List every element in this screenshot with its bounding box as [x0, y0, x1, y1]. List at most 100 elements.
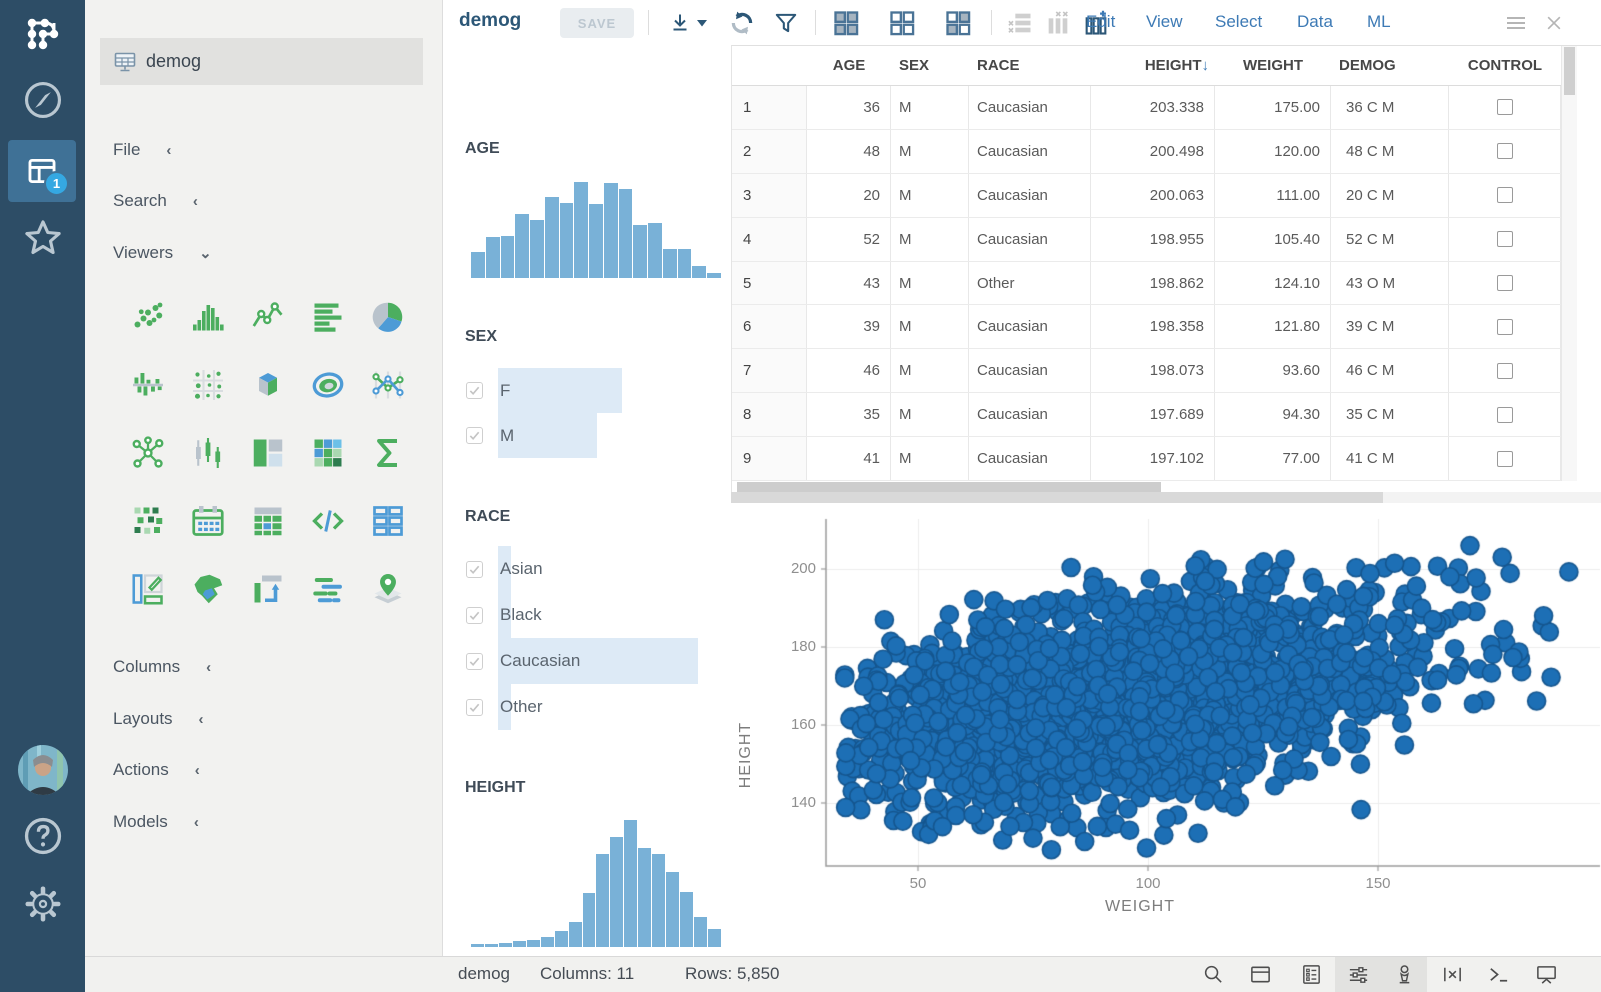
- scrollbar-thumb[interactable]: [737, 482, 1161, 492]
- control-checkbox[interactable]: [1496, 406, 1513, 423]
- control-checkbox[interactable]: [1496, 362, 1513, 379]
- race-option-caucasian[interactable]: Caucasian: [443, 638, 731, 684]
- histogram-bar[interactable]: [624, 820, 638, 947]
- histogram-bar[interactable]: [633, 225, 648, 278]
- age-histogram[interactable]: [471, 180, 721, 278]
- viewer-density-plot-button[interactable]: [309, 366, 347, 404]
- race-checkbox-other[interactable]: [466, 698, 483, 716]
- panel-splitter[interactable]: [731, 492, 1601, 503]
- histogram-bar[interactable]: [582, 893, 596, 947]
- layout-grid-filled-button[interactable]: [831, 8, 861, 38]
- section-viewers[interactable]: Viewers ⌄: [113, 243, 212, 263]
- column-header-demog[interactable]: DEMOG: [1331, 46, 1449, 85]
- histogram-bar[interactable]: [680, 892, 693, 947]
- histogram-bar[interactable]: [648, 223, 662, 278]
- race-checkbox-black[interactable]: [466, 606, 483, 624]
- histogram-bar[interactable]: [515, 214, 530, 278]
- histogram-bar[interactable]: [638, 848, 652, 947]
- race-option-black[interactable]: Black: [443, 592, 731, 638]
- viewer-grid-button[interactable]: [249, 502, 287, 540]
- search-button[interactable]: [1190, 957, 1236, 992]
- histogram-bar[interactable]: [526, 940, 540, 947]
- presentation-button[interactable]: [1523, 957, 1569, 992]
- viewer-tile-viewer-button[interactable]: [369, 502, 407, 540]
- section-models[interactable]: Models ‹: [113, 812, 199, 832]
- section-search[interactable]: Search ‹: [113, 191, 198, 211]
- histogram-bar[interactable]: [692, 266, 707, 278]
- menu-select[interactable]: Select: [1215, 12, 1263, 31]
- control-checkbox[interactable]: [1496, 231, 1513, 248]
- help-button[interactable]: [0, 814, 85, 858]
- viewer-pivot-table-button[interactable]: [249, 570, 287, 608]
- splitter-thumb[interactable]: [731, 492, 1383, 503]
- histogram-bar[interactable]: [540, 937, 554, 947]
- control-checkbox[interactable]: [1496, 318, 1513, 335]
- viewer-pc-plot-button[interactable]: [369, 366, 407, 404]
- menu-data[interactable]: Data: [1297, 12, 1333, 31]
- table-row[interactable]: 5 43 M Other 198.862 124.10 43 O M: [732, 261, 1577, 306]
- status-table-name[interactable]: demog: [458, 964, 510, 983]
- table-row[interactable]: 6 39 M Caucasian 198.358 121.80 39 C M: [732, 305, 1577, 350]
- remove-columns-button[interactable]: [1043, 8, 1073, 38]
- viewer-statistics-button[interactable]: [369, 434, 407, 472]
- histogram-bar[interactable]: [574, 182, 589, 278]
- height-histogram[interactable]: [471, 818, 721, 947]
- table-row[interactable]: 8 35 M Caucasian 197.689 94.30 35 C M: [732, 393, 1577, 438]
- sync-button[interactable]: [727, 8, 757, 38]
- viewer-tree-map-button[interactable]: [249, 434, 287, 472]
- sex-checkbox-f[interactable]: [466, 382, 483, 399]
- sex-option-m[interactable]: M: [443, 413, 731, 458]
- histogram-bar[interactable]: [500, 236, 515, 278]
- user-profile-button[interactable]: [0, 744, 85, 796]
- menu-ml[interactable]: ML: [1367, 12, 1391, 31]
- histogram-bar[interactable]: [559, 203, 574, 278]
- sex-checkbox-m[interactable]: [466, 427, 483, 444]
- table-row[interactable]: 7 46 M Caucasian 198.073 93.60 46 C M: [732, 349, 1577, 394]
- browse-compass-button[interactable]: [0, 78, 85, 122]
- race-checkbox-asian[interactable]: [466, 560, 483, 578]
- viewer-correlation-plot-button[interactable]: [129, 502, 167, 540]
- download-menu-caret[interactable]: [695, 8, 709, 38]
- column-header-age[interactable]: AGE: [807, 46, 891, 85]
- histogram-bar[interactable]: [568, 922, 582, 947]
- column-header-race[interactable]: RACE: [969, 46, 1091, 85]
- histogram-bar[interactable]: [596, 854, 610, 947]
- viewer-bar-chart-button[interactable]: [309, 298, 347, 336]
- layout-grid-empty-button[interactable]: [887, 8, 917, 38]
- app-logo-icon[interactable]: [0, 8, 85, 60]
- histogram-bar[interactable]: [694, 917, 707, 947]
- viewer-line-chart-button[interactable]: [249, 298, 287, 336]
- filter-button[interactable]: [771, 8, 801, 38]
- scrollbar-thumb[interactable]: [1564, 47, 1575, 95]
- column-header-weight[interactable]: WEIGHT: [1215, 46, 1331, 85]
- table-row[interactable]: 4 52 M Caucasian 198.955 105.40 52 C M: [732, 217, 1577, 262]
- window-menu-button[interactable]: [1501, 8, 1531, 38]
- settings-button[interactable]: [0, 882, 85, 926]
- layout-grid-mixed-button[interactable]: [943, 8, 973, 38]
- histogram-bar[interactable]: [471, 252, 485, 278]
- histogram-bar[interactable]: [707, 929, 721, 947]
- table-row[interactable]: 2 48 M Caucasian 200.498 120.00 48 C M: [732, 129, 1577, 174]
- race-option-other[interactable]: Other: [443, 684, 731, 730]
- viewer-candlestick-button[interactable]: [189, 434, 227, 472]
- viewer-matrix-plot-button[interactable]: [189, 366, 227, 404]
- tables-button[interactable]: 1: [8, 140, 76, 202]
- histogram-bar[interactable]: [471, 944, 484, 947]
- viewer-pie-chart-button[interactable]: [369, 298, 407, 336]
- viewer-heat-map-button[interactable]: [309, 434, 347, 472]
- menu-view[interactable]: View: [1146, 12, 1183, 31]
- column-header-control[interactable]: CONTROL: [1449, 46, 1561, 85]
- histogram-bar[interactable]: [544, 197, 559, 278]
- control-checkbox[interactable]: [1496, 99, 1513, 116]
- control-checkbox[interactable]: [1496, 450, 1513, 467]
- histogram-bar[interactable]: [589, 204, 603, 278]
- histogram-bar[interactable]: [512, 941, 526, 947]
- histogram-bar[interactable]: [484, 944, 498, 947]
- column-header-height[interactable]: HEIGHT ↓: [1091, 46, 1215, 85]
- viewer-histogram-button[interactable]: [189, 298, 227, 336]
- viewer-3d-scatter-button[interactable]: [249, 366, 287, 404]
- section-actions[interactable]: Actions ‹: [113, 760, 200, 780]
- histogram-bar[interactable]: [652, 854, 666, 947]
- save-button[interactable]: SAVE: [560, 8, 634, 38]
- table-row[interactable]: 3 20 M Caucasian 200.063 111.00 20 C M: [732, 173, 1577, 218]
